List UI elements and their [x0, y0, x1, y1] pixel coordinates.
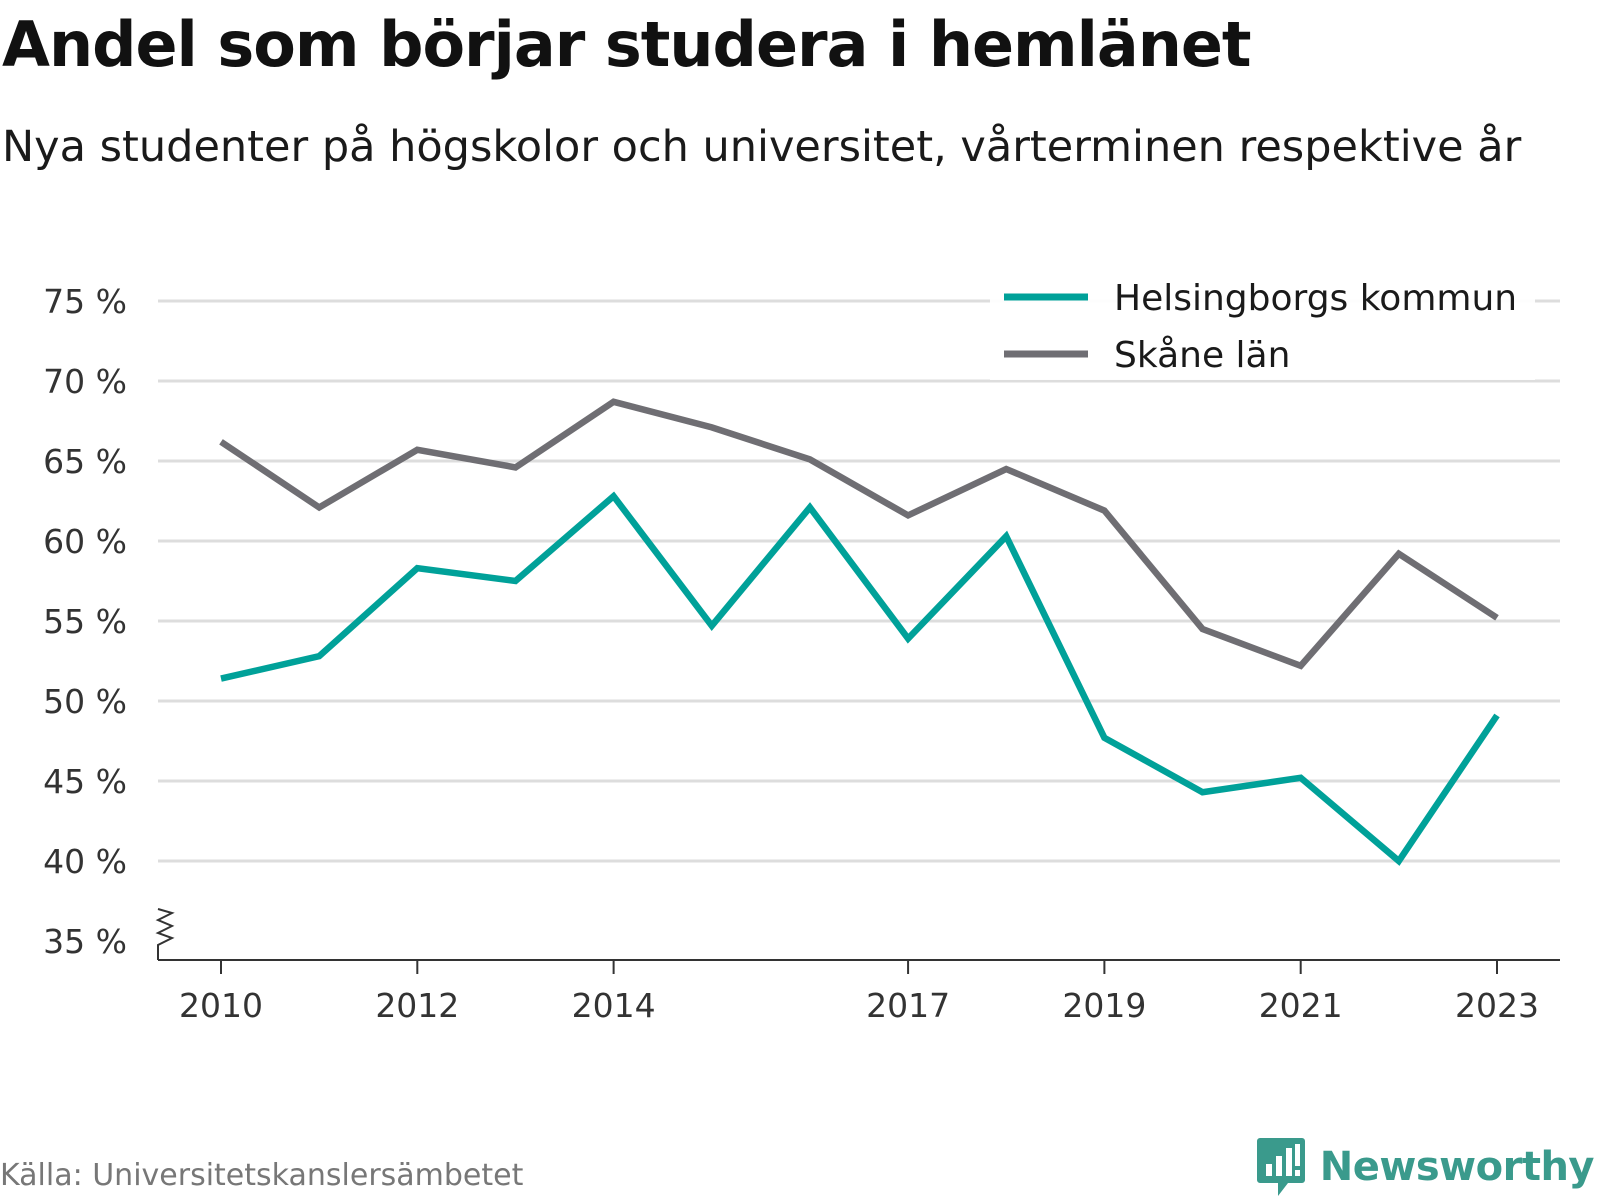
series-line-helsingborg	[220, 491, 1500, 866]
brand: Newsworthy	[1256, 1136, 1595, 1198]
x-tick-label: 2014	[572, 986, 656, 1025]
source-note: Källa: Universitetskanslersämbetet	[0, 1158, 524, 1193]
y-tick-label: 40 %	[43, 842, 127, 881]
x-tick-label: 2012	[375, 986, 459, 1025]
series-line-skane	[219, 398, 1499, 670]
brand-name: Newsworthy	[1319, 1144, 1595, 1190]
y-tick-label: 55 %	[43, 602, 127, 641]
chart-title: Andel som börjar studera i hemlänet	[2, 8, 1252, 81]
y-tick-label: 70 %	[43, 362, 127, 401]
axis-break-icon	[155, 908, 175, 960]
x-axis-ticks: 2010 2012 2014 2017 2019 2021 2023	[179, 960, 1539, 1025]
y-tick-label: 35 %	[43, 922, 127, 961]
y-tick-label: 50 %	[43, 682, 127, 721]
x-tick-label: 2010	[179, 986, 263, 1025]
gridlines	[158, 299, 1560, 863]
x-axis	[155, 908, 1560, 961]
y-axis-ticks: 35 % 40 % 45 % 50 % 55 % 60 % 65 % 70 % 75 %	[43, 282, 127, 961]
y-tick-label: 65 %	[43, 442, 127, 481]
y-tick-label: 75 %	[43, 282, 127, 321]
line-chart: 35 % 40 % 45 % 50 % 55 % 60 % 65 % 70 % 75 % 201…	[43, 262, 1560, 1025]
x-tick-label: 2019	[1062, 986, 1146, 1025]
legend: Helsingborgs kommun Skåne län	[990, 262, 1535, 380]
x-tick-label: 2021	[1259, 986, 1343, 1025]
y-tick-label: 45 %	[43, 762, 127, 801]
legend-label: Helsingborgs kommun	[1114, 278, 1517, 319]
legend-background	[990, 262, 1535, 380]
newsworthy-logo-icon	[1256, 1138, 1305, 1196]
x-tick-label: 2017	[866, 986, 950, 1025]
series-lines	[219, 398, 1500, 866]
y-tick-label: 60 %	[43, 522, 127, 561]
legend-label: Skåne län	[1114, 335, 1290, 376]
chart-subtitle: Nya studenter på högskolor och universit…	[2, 122, 1522, 172]
x-tick-label: 2023	[1455, 986, 1539, 1025]
